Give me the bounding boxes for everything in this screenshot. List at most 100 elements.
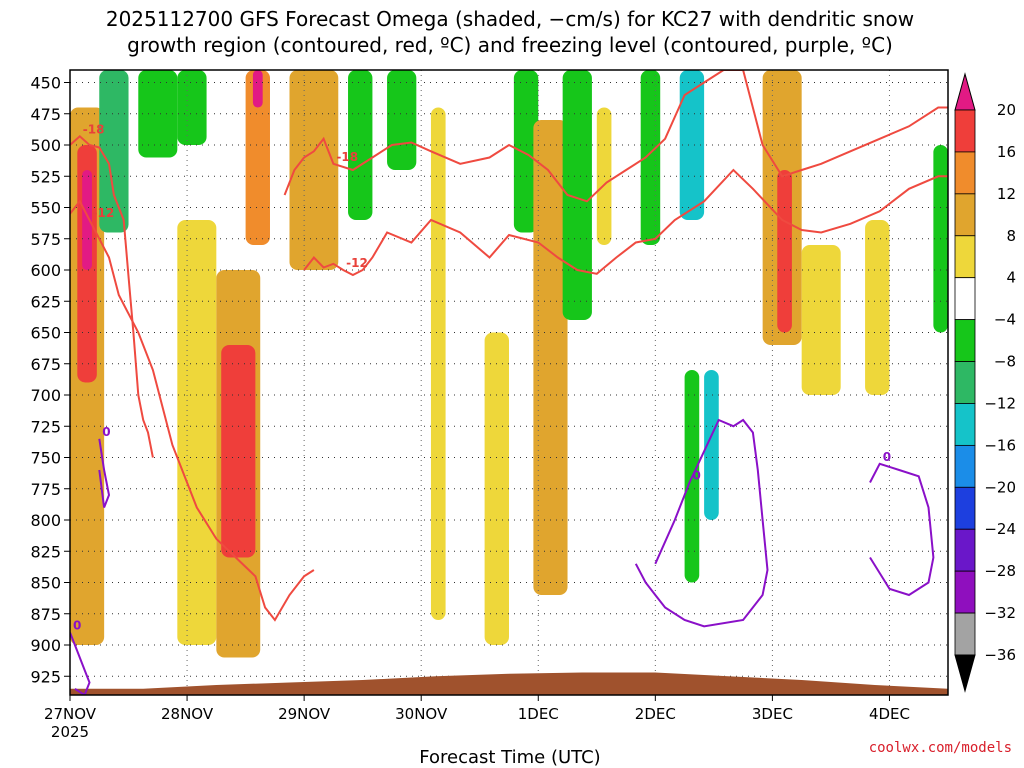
- colorbar-swatch: [954, 486, 976, 530]
- colorbar-label: −16: [984, 436, 1016, 454]
- x-tick-label: 30NOV: [395, 705, 448, 723]
- omega-region: [252, 70, 263, 108]
- purple-contour: [70, 632, 91, 695]
- y-tick-label: 450: [30, 74, 61, 93]
- colorbar-label: −28: [984, 562, 1016, 580]
- purple-contour: [634, 418, 769, 628]
- colorbar-label: 4: [1006, 269, 1016, 287]
- omega-region: [99, 70, 129, 233]
- x-axis-label: Forecast Time (UTC): [419, 747, 600, 768]
- red-contour-label: -12: [93, 206, 115, 220]
- y-tick-label: 875: [30, 605, 61, 624]
- omega-region: [513, 70, 539, 233]
- y-tick-label: 725: [30, 417, 61, 436]
- plot-frame: [69, 69, 949, 696]
- omega-region: [177, 70, 207, 145]
- colorbar-swatch: [954, 151, 976, 195]
- terrain-fill: [70, 672, 948, 695]
- omega-region: [289, 70, 339, 270]
- omega-region: [640, 70, 661, 245]
- colorbar-label: 16: [997, 143, 1016, 161]
- omega-region: [138, 70, 178, 158]
- credit-text: coolwx.com/models: [869, 740, 1012, 756]
- colorbar-label: −32: [984, 604, 1016, 622]
- colorbar-label: −24: [984, 520, 1016, 538]
- terrain: [70, 672, 948, 695]
- y-tick-label: 475: [30, 105, 61, 124]
- y-tick-label: 775: [30, 480, 61, 499]
- y-tick-label: 500: [30, 136, 61, 155]
- omega-region: [348, 70, 373, 220]
- omega-region: [82, 170, 92, 270]
- colorbar-label: 20: [997, 101, 1016, 119]
- colorbar-label: −36: [984, 646, 1016, 664]
- omega-region: [562, 70, 592, 320]
- omega-region: [245, 70, 270, 245]
- y-tick-label: 550: [30, 199, 61, 218]
- colorbar-swatch: [954, 109, 976, 153]
- colorbar-swatch: [954, 612, 976, 656]
- red-contour-label: -12: [346, 256, 368, 270]
- y-tick-label: 800: [30, 511, 61, 530]
- colorbar-label: −8: [994, 353, 1016, 371]
- colorbar-swatch: [954, 528, 976, 572]
- y-tick-label: 675: [30, 355, 61, 374]
- colorbar-bottom-arrow: [954, 654, 976, 693]
- y-tick-label: 575: [30, 230, 61, 249]
- x-tick-sublabel: 2025: [51, 723, 89, 741]
- x-tick-label: 1DEC: [518, 705, 559, 723]
- y-tick-label: 700: [30, 386, 61, 405]
- purple-contour: [869, 462, 935, 597]
- y-tick-label: 650: [30, 324, 61, 343]
- colorbar-label: −4: [994, 311, 1016, 329]
- omega-region: [801, 245, 841, 395]
- y-tick-label: 625: [30, 292, 61, 311]
- x-tick-label: 3DEC: [752, 705, 793, 723]
- omega-region: [704, 370, 719, 520]
- red-contour-label: -18: [83, 122, 105, 136]
- y-tick-label: 900: [30, 636, 61, 655]
- y-tick-label: 600: [30, 261, 61, 280]
- colorbar: 20 16 12 8 4 −4 −8 −12 −16 −20 −24 −28 −32 −36: [954, 72, 1016, 693]
- red-contour: [283, 70, 948, 203]
- purple-contour-label: 0: [102, 425, 110, 439]
- purple-contour-label: 0: [692, 469, 700, 483]
- x-tick-label: 28NOV: [161, 705, 214, 723]
- x-tick-label: 29NOV: [278, 705, 331, 723]
- omega-region: [777, 170, 792, 333]
- omega-region: [387, 70, 417, 170]
- colorbar-label: 12: [997, 185, 1016, 203]
- red-contour: [303, 168, 948, 277]
- y-axis: 450 475 500 525 550 575 600 625 650 675 700 725 750 7…: [30, 74, 70, 686]
- colorbar-swatch: [954, 570, 976, 614]
- y-tick-label: 750: [30, 449, 61, 468]
- y-tick-label: 525: [30, 167, 61, 186]
- omega-region: [865, 220, 890, 395]
- colorbar-swatch: [954, 277, 976, 321]
- omega-region: [177, 220, 217, 645]
- red-contour: [70, 199, 315, 622]
- omega-region: [430, 107, 446, 620]
- chart-title-line1: 2025112700 GFS Forecast Omega (shaded, −…: [106, 7, 914, 31]
- y-tick-label: 925: [30, 667, 61, 686]
- colorbar-label: 8: [1006, 227, 1016, 245]
- chart-title-line2: growth region (contoured, red, ºC) and f…: [127, 33, 893, 57]
- colorbar-swatch: [954, 235, 976, 279]
- colorbar-label: −20: [984, 478, 1016, 496]
- y-tick-label: 825: [30, 542, 61, 561]
- colorbar-swatch: [954, 319, 976, 362]
- purple-contour: [98, 438, 111, 508]
- colorbar-swatch: [954, 193, 976, 237]
- purple-contour-label: 0: [883, 450, 891, 464]
- colorbar-swatch: [954, 444, 976, 488]
- colorbar-swatch: [954, 361, 976, 404]
- red-contour: [70, 134, 154, 458]
- x-tick-label: 2DEC: [635, 705, 676, 723]
- purple-contour-label: 0: [73, 619, 81, 633]
- y-tick-label: 850: [30, 574, 61, 593]
- x-tick-label: 27NOV: [44, 705, 97, 723]
- omega-region: [221, 345, 256, 558]
- omega-region: [679, 70, 705, 220]
